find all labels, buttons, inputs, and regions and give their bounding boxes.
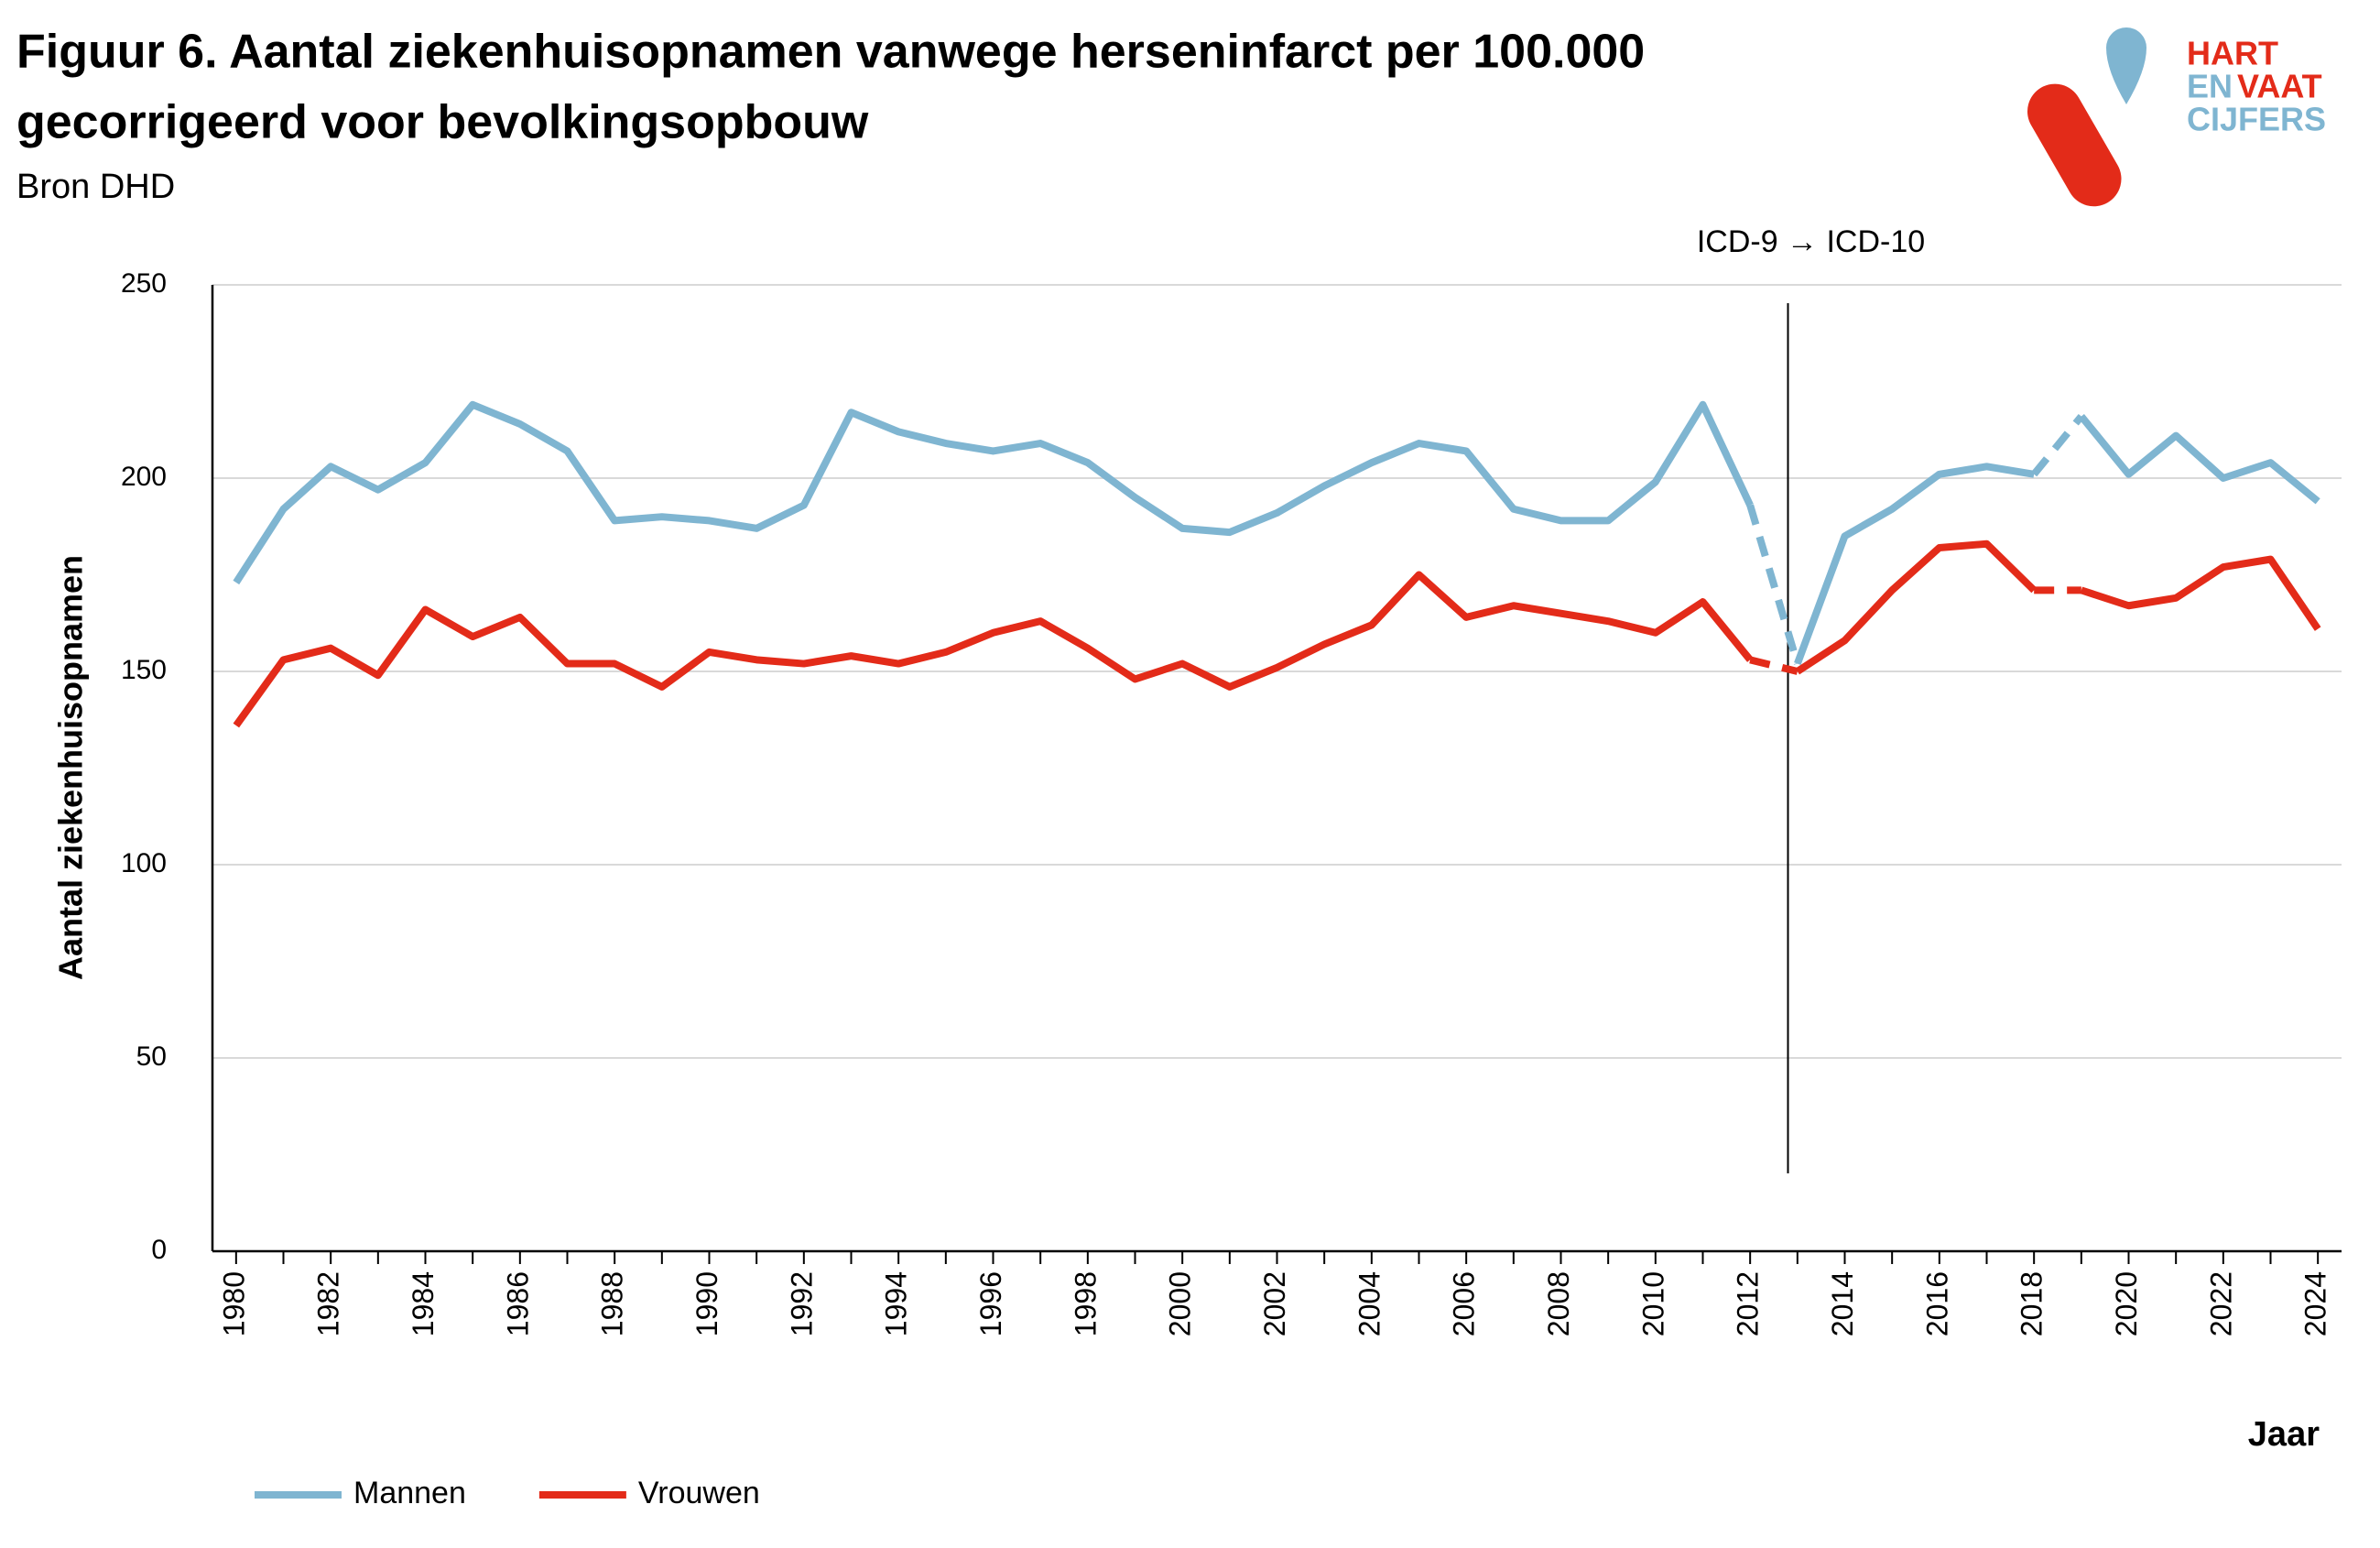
x-tick-label: 2020: [2110, 1271, 2143, 1336]
x-tick-label: 1994: [880, 1271, 913, 1336]
logo-text: HART: [2187, 35, 2278, 72]
x-tick-label: 2016: [1920, 1271, 1953, 1336]
logo-shape: [2027, 83, 2122, 207]
x-tick-label: 1988: [596, 1271, 629, 1336]
logo: HART EN VAAT CIJFERS: [2027, 27, 2326, 207]
x-tick-label: 2010: [1636, 1271, 1669, 1336]
chart-title: gecorrigeerd voor bevolkingsopbouw: [16, 96, 869, 149]
x-tick-label: 1992: [785, 1271, 818, 1336]
series-line: [233, 400, 1754, 585]
legend-label: Mannen: [353, 1476, 466, 1510]
series-line: [1795, 540, 2037, 675]
x-tick-label: 2012: [1732, 1271, 1765, 1336]
y-tick-label: 100: [121, 848, 167, 878]
chart-title: Figuur 6. Aantal ziekenhuisopnamen vanwe…: [16, 26, 1645, 79]
x-tick-label: 1986: [501, 1271, 534, 1336]
x-tick-label: 2008: [1542, 1271, 1575, 1336]
x-tick-label: 1984: [407, 1271, 440, 1336]
x-tick-label: 2006: [1448, 1271, 1481, 1336]
series-line: [2078, 413, 2320, 505]
x-tick-label: 2014: [1826, 1271, 1859, 1336]
y-tick-label: 50: [136, 1041, 167, 1072]
series-line: [2080, 555, 2321, 631]
x-tick-label: 1982: [312, 1271, 345, 1336]
series-line-dashed: [2031, 413, 2084, 477]
x-tick-label: 2002: [1258, 1271, 1291, 1336]
logo-text: VAAT: [2237, 68, 2322, 105]
y-axis-label: Aantal ziekenhuisopnamen: [52, 555, 90, 980]
x-tick-label: 1996: [974, 1271, 1007, 1336]
x-tick-label: 2024: [2299, 1271, 2332, 1336]
x-tick-label: 1998: [1069, 1271, 1102, 1336]
y-tick-label: 150: [121, 655, 167, 685]
chart-subtitle: Bron DHD: [16, 168, 175, 206]
legend-label: Vrouwen: [638, 1476, 760, 1510]
x-axis-label: Jaar: [2248, 1415, 2320, 1454]
annotation: ICD-9 → ICD-10: [1697, 224, 1925, 259]
y-tick-label: 200: [121, 462, 167, 492]
series-line: [1794, 463, 2035, 665]
y-tick-label: 250: [121, 268, 167, 299]
series-line: [233, 571, 1754, 728]
x-tick-label: 2004: [1353, 1271, 1386, 1336]
x-tick-label: 2022: [2204, 1271, 2237, 1336]
series-line-dashed: [1746, 504, 1801, 665]
x-tick-label: 1990: [690, 1271, 723, 1336]
x-tick-label: 2018: [2016, 1271, 2049, 1336]
x-tick-label: 1980: [217, 1271, 250, 1336]
logo-text: CIJFERS: [2187, 101, 2326, 138]
logo-text: EN: [2187, 68, 2233, 105]
series-line-dashed: [1749, 656, 1799, 675]
y-tick-label: 0: [151, 1235, 167, 1265]
logo-shape: [2106, 27, 2146, 104]
x-tick-label: 2000: [1164, 1271, 1197, 1336]
